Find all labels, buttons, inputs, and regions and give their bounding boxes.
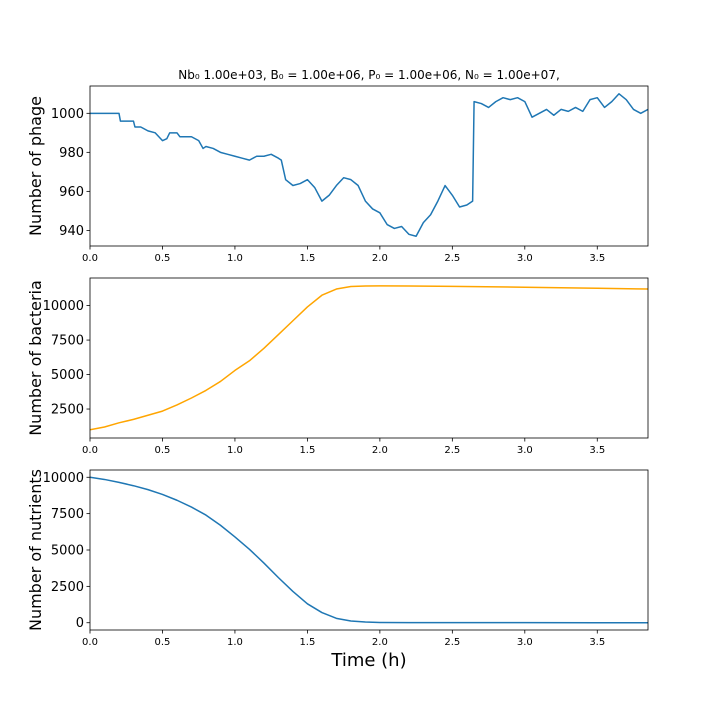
x-tick-label: 0.5 xyxy=(155,637,171,648)
series-line xyxy=(90,476,648,624)
y-tick-label: 1000 xyxy=(51,107,84,122)
figure-title: Nb₀ 1.00e+03, B₀ = 1.00e+06, P₀ = 1.00e+… xyxy=(178,68,560,82)
y-tick-label: 10000 xyxy=(43,299,84,314)
x-tick-label: 2.5 xyxy=(444,253,460,264)
series-line xyxy=(90,285,648,431)
x-tick-label: 3.0 xyxy=(517,253,533,264)
y-tick-label: 7500 xyxy=(51,507,84,522)
y-tick-label: 960 xyxy=(59,185,84,200)
y-tick-label: 0 xyxy=(76,616,84,631)
x-tick-label: 1.0 xyxy=(227,637,243,648)
y-tick-label: 940 xyxy=(59,224,84,239)
y-tick-label: 980 xyxy=(59,146,84,161)
x-tick-label: 3.5 xyxy=(589,253,605,264)
y-axis-label: Number of bacteria xyxy=(26,280,45,436)
x-axis-label: Time (h) xyxy=(330,650,406,671)
panel-2: 0.0 0.5 1.0 1.5 2.0 2.5 3.0 3.5 2500 5000 7500 1000… xyxy=(26,277,649,456)
x-tick-label: 1.5 xyxy=(299,445,315,456)
x-tick-label: 0.5 xyxy=(155,253,171,264)
axes-frame xyxy=(89,85,649,247)
y-tick-label: 10000 xyxy=(43,471,84,486)
panel-1: 0.0 0.5 1.0 1.5 2.0 2.5 3.0 3.5 940 960 980 1000 Num… xyxy=(26,85,649,264)
x-tick-label: 2.0 xyxy=(372,637,388,648)
y-tick-label: 5000 xyxy=(51,544,84,559)
x-tick-label: 1.0 xyxy=(227,445,243,456)
x-tick-label: 3.5 xyxy=(589,637,605,648)
y-tick-label: 2500 xyxy=(51,580,84,595)
series-line xyxy=(90,93,648,237)
x-tick-label: 0.0 xyxy=(82,445,98,456)
x-tick-label: 2.5 xyxy=(444,445,460,456)
y-tick-label: 5000 xyxy=(51,368,84,383)
axes-frame xyxy=(89,277,649,439)
x-tick-label: 0.5 xyxy=(155,445,171,456)
x-tick-label: 2.0 xyxy=(372,253,388,264)
x-tick-label: 2.5 xyxy=(444,637,460,648)
x-tick-label: 1.0 xyxy=(227,253,243,264)
x-tick-label: 1.5 xyxy=(299,253,315,264)
y-axis-label: Number of nutrients xyxy=(26,469,45,631)
x-tick-label: 3.0 xyxy=(517,637,533,648)
panels: 0.0 0.5 1.0 1.5 2.0 2.5 3.0 3.5 940 960 980 1000 Num… xyxy=(26,85,649,648)
x-tick-label: 0.0 xyxy=(82,637,98,648)
y-tick-label: 7500 xyxy=(51,334,84,349)
x-tick-label: 1.5 xyxy=(299,637,315,648)
panel-3: 0.0 0.5 1.0 1.5 2.0 2.5 3.0 3.5 0 2500 5000 7500 100… xyxy=(26,469,649,648)
x-tick-label: 2.0 xyxy=(372,445,388,456)
x-tick-label: 0.0 xyxy=(82,253,98,264)
y-axis-label: Number of phage xyxy=(26,96,45,236)
y-tick-label: 2500 xyxy=(51,403,84,418)
x-tick-label: 3.5 xyxy=(589,445,605,456)
x-tick-label: 3.0 xyxy=(517,445,533,456)
